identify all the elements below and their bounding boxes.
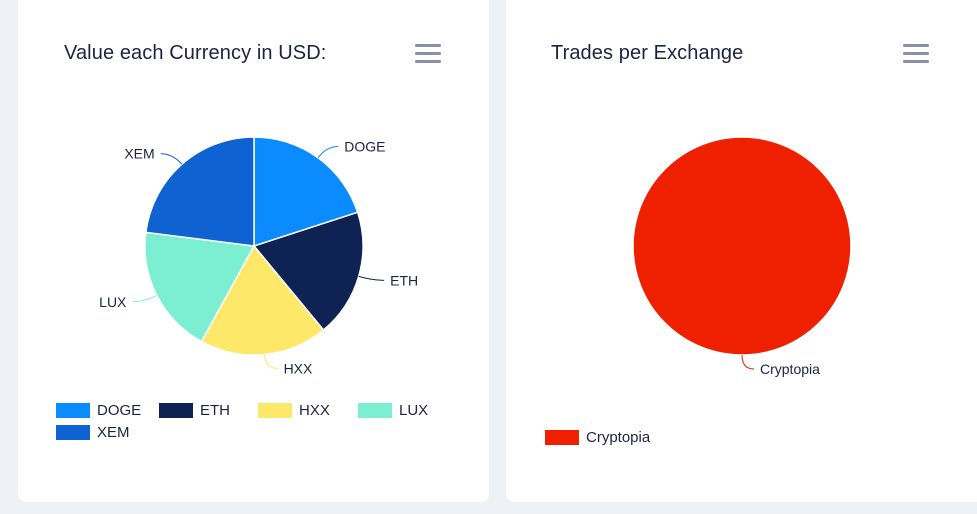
slice-label-xem: XEM (124, 146, 154, 162)
currency-pie-chart: DOGE ETH HXX LUX XEM (99, 136, 418, 376)
slice-label-hxx: HXX (284, 360, 313, 376)
card-title: Trades per Exchange (551, 42, 744, 64)
pie-slice-eth[interactable] (252, 211, 364, 332)
legend-item-xem[interactable]: XEM (56, 422, 130, 442)
legend-label: HXX (299, 401, 330, 419)
slice-connector-doge (317, 145, 339, 159)
legend-swatch (358, 402, 392, 418)
slice-label-lux: LUX (99, 294, 127, 310)
card-title: Value each Currency in USD: (64, 42, 327, 64)
legend-label: ETH (200, 401, 230, 419)
slice-connector-lux (132, 295, 158, 303)
legend-swatch (159, 402, 193, 418)
legend-item-doge[interactable]: DOGE (56, 400, 141, 420)
slice-label-doge: DOGE (344, 138, 385, 154)
pie-slice-hxx[interactable] (200, 244, 325, 356)
slice-connector-xem (160, 153, 183, 165)
slice-label-eth: ETH (390, 272, 418, 288)
legend-label: Cryptopia (586, 428, 651, 446)
slice-label-cryptopia: Cryptopia (760, 361, 820, 377)
pie-slice-doge[interactable] (253, 136, 359, 248)
legend-item-eth[interactable]: ETH (159, 400, 230, 420)
legend-swatch (545, 429, 579, 445)
pie-slice-cryptopia[interactable] (632, 136, 852, 356)
legend-swatch (56, 402, 90, 418)
slice-connector-eth (358, 275, 385, 281)
legend-item-lux[interactable]: LUX (358, 400, 428, 420)
legend-label: DOGE (97, 401, 142, 419)
currency-value-card: Value each Currency in USD: DOGE ETH HXX LU… (18, 0, 489, 502)
hamburger-menu-icon[interactable] (415, 44, 441, 64)
legend-item-hxx[interactable]: HXX (258, 400, 330, 420)
legend-label: XEM (97, 423, 130, 441)
legend-swatch (258, 402, 292, 418)
hamburger-menu-icon[interactable] (903, 44, 929, 64)
pie-slice-xem[interactable] (145, 136, 255, 247)
legend-item-cryptopia[interactable]: Cryptopia (545, 427, 650, 447)
legend-swatch (56, 424, 90, 440)
exchange-pie-chart: Cryptopia (632, 136, 852, 377)
slice-connector-hxx (263, 354, 278, 369)
legend-label: LUX (399, 401, 429, 419)
pie-slice-lux[interactable] (144, 231, 256, 343)
exchange-trades-card: Trades per Exchange Cryptopia Cryptopia (506, 0, 977, 502)
slice-connector-cryptopia (741, 354, 755, 370)
